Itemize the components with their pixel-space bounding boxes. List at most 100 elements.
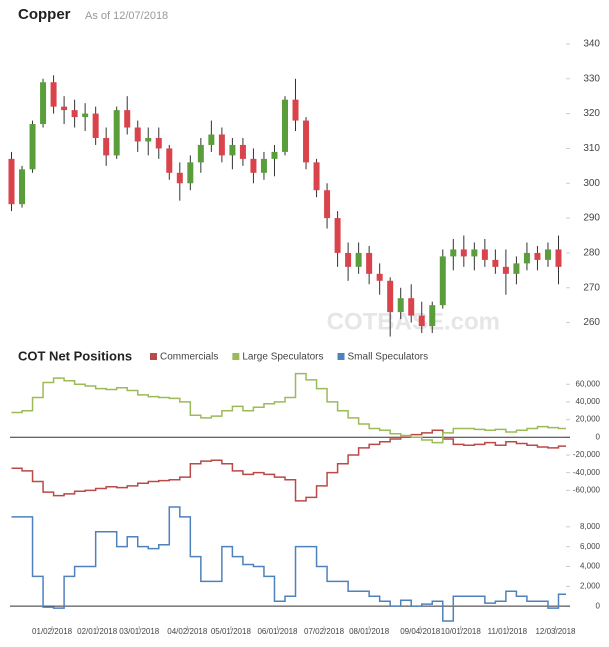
x-tick-label: 11/01/2018: [488, 627, 528, 636]
x-tick-label: 12/03/2018: [535, 627, 576, 636]
candle-body: [8, 158, 15, 205]
y-tick-label: 340: [583, 39, 600, 50]
candle-body: [229, 144, 236, 156]
y-tick-label: 260: [583, 317, 600, 328]
y-tick-label: 270: [583, 282, 600, 293]
cot-title: COT Net Positions: [18, 348, 132, 363]
x-tick-label: 09/04/2018: [400, 627, 441, 636]
candle-body: [324, 190, 331, 219]
candle-body: [513, 263, 520, 274]
x-tick-label: 01/02/2018: [32, 627, 73, 636]
y-tick-label: 8,000: [580, 522, 601, 531]
candle-body: [502, 266, 509, 274]
y-tick-label: 0: [596, 601, 601, 610]
candle-body: [397, 298, 404, 313]
legend-label: Large Speculators: [242, 352, 323, 363]
candle-body: [134, 127, 141, 142]
candle-body: [218, 134, 225, 156]
candle-body: [208, 134, 215, 145]
y-tick-label: -40,000: [573, 468, 601, 477]
y-tick-label: 310: [583, 143, 600, 154]
legend-swatch: [150, 353, 157, 360]
y-tick-label: 0: [596, 432, 601, 441]
series-line: [11, 506, 566, 622]
y-tick-label: 2,000: [580, 581, 601, 590]
candle-body: [113, 110, 120, 156]
legend-swatch: [232, 353, 240, 360]
candle-body: [376, 273, 383, 281]
candle-body: [292, 99, 299, 121]
candle-body: [82, 113, 89, 118]
candle-body: [176, 172, 183, 184]
candle-body: [523, 252, 530, 264]
candle-body: [260, 158, 267, 173]
candle-body: [155, 137, 162, 149]
x-tick-label: 08/01/2018: [349, 627, 390, 636]
x-tick-label: 10/01/2018: [441, 627, 482, 636]
candle-body: [334, 218, 341, 253]
x-tick-label: 05/01/2018: [211, 627, 252, 636]
y-tick-label: 6,000: [580, 542, 601, 551]
y-tick-label: 280: [583, 248, 600, 259]
x-tick-label: 02/01/2018: [77, 627, 118, 636]
candle-body: [481, 249, 488, 260]
candle-body: [29, 124, 36, 170]
candle-body: [439, 256, 446, 306]
candle-body: [450, 249, 457, 257]
candle-body: [103, 137, 110, 156]
legend-swatch: [337, 353, 345, 360]
candle-body: [418, 315, 425, 327]
candle-body: [492, 259, 499, 267]
chart-title: Copper: [18, 6, 71, 23]
chart-subtitle: As of 12/07/2018: [85, 10, 168, 22]
x-tick-label: 04/02/2018: [167, 627, 208, 636]
candle-body: [355, 252, 362, 267]
y-tick-label: 320: [583, 108, 600, 119]
candle-body: [408, 298, 415, 316]
x-tick-label: 07/02/2018: [304, 627, 345, 636]
candle-body: [313, 162, 320, 191]
candle-body: [345, 252, 352, 267]
y-tick-label: 60,000: [576, 379, 601, 388]
y-tick-label: 290: [583, 213, 600, 224]
y-tick-label: -20,000: [573, 450, 601, 459]
candle-body: [92, 113, 99, 138]
candle-body: [544, 249, 551, 260]
candle-body: [187, 162, 194, 184]
candle-body: [534, 252, 541, 260]
candle-body: [281, 99, 288, 152]
candle-body: [50, 82, 57, 107]
y-tick-label: 330: [583, 73, 600, 84]
y-tick-label: 300: [583, 178, 600, 189]
y-tick-label: 20,000: [576, 415, 601, 424]
candle-body: [460, 249, 467, 257]
candle-body: [40, 82, 47, 125]
candle-body: [303, 120, 310, 163]
candle-body: [271, 151, 278, 159]
candle-body: [471, 249, 478, 257]
legend-label: Commercials: [160, 352, 218, 363]
candle-body: [124, 110, 131, 128]
candle-body: [555, 249, 562, 267]
legend-label: Small Speculators: [348, 352, 429, 363]
candle-body: [197, 144, 204, 163]
candle-body: [71, 110, 78, 118]
y-tick-label: 40,000: [576, 397, 601, 406]
candle-body: [166, 148, 173, 173]
candle-body: [145, 137, 152, 142]
candle-body: [429, 305, 436, 327]
candle-body: [239, 144, 246, 159]
y-tick-label: -60,000: [573, 485, 601, 494]
series-line: [11, 429, 566, 502]
candle-body: [366, 252, 373, 274]
y-tick-label: 4,000: [580, 562, 601, 571]
candle-body: [387, 280, 394, 313]
candle-body: [19, 169, 26, 205]
candle-body: [61, 106, 68, 111]
x-tick-label: 06/01/2018: [257, 627, 298, 636]
x-tick-label: 03/01/2018: [119, 627, 160, 636]
candle-body: [250, 158, 257, 173]
series-line: [11, 372, 566, 444]
